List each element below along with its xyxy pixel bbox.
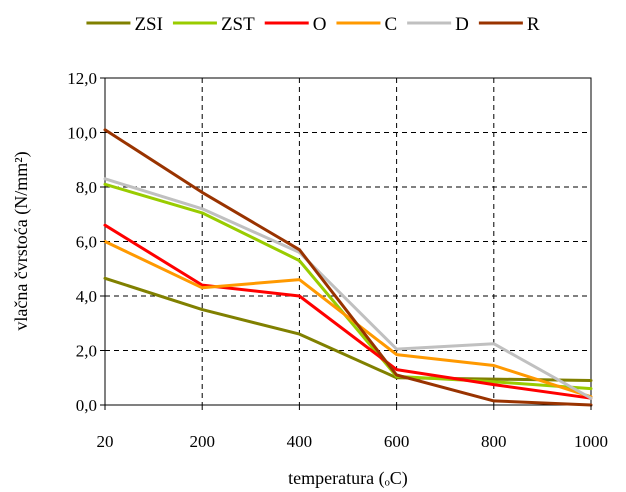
series-line-d xyxy=(103,177,593,400)
y-tick-label: 8,0 xyxy=(76,178,97,197)
series-lines xyxy=(103,128,593,407)
x-tick-label: 200 xyxy=(189,432,215,451)
x-tick-label: 1000 xyxy=(574,432,608,451)
y-tick-label: 6,0 xyxy=(76,233,97,252)
x-tick-label: 20 xyxy=(97,432,114,451)
x-tick-label: 600 xyxy=(384,432,410,451)
series-line-r xyxy=(103,128,593,407)
series-line-o xyxy=(103,223,593,400)
legend-label-c: C xyxy=(384,14,397,35)
y-tick-label: 10,0 xyxy=(67,124,97,143)
legend-label-zst: ZST xyxy=(221,14,255,35)
x-tick-label: 800 xyxy=(481,432,507,451)
y-axis-title: vlačna čvrstoća (N/mm²) xyxy=(11,151,32,330)
plot-area: 0,0 2,0 4,0 6,0 8,0 10,0 12,0 20 200 400 600 800 10… xyxy=(67,69,608,451)
x-axis-title: temperatura (ₒC) xyxy=(288,468,408,489)
series-line-c xyxy=(103,240,593,399)
y-axis-ticks: 0,0 2,0 4,0 6,0 8,0 10,0 12,0 xyxy=(67,69,105,415)
legend-label-r: R xyxy=(527,14,540,35)
x-axis-ticks: 20 200 400 600 800 1000 xyxy=(97,405,608,451)
legend-label-o: O xyxy=(313,14,327,35)
legend-label-d: D xyxy=(455,14,469,35)
y-tick-label: 4,0 xyxy=(76,287,97,306)
y-tick-label: 0,0 xyxy=(76,396,97,415)
x-tick-label: 400 xyxy=(287,432,313,451)
legend: ZSI ZST O C D R xyxy=(86,14,540,35)
legend-label-zsi: ZSI xyxy=(134,14,163,35)
series-line-zsi xyxy=(103,276,593,382)
y-tick-label: 12,0 xyxy=(67,69,97,88)
y-tick-label: 2,0 xyxy=(76,342,97,361)
